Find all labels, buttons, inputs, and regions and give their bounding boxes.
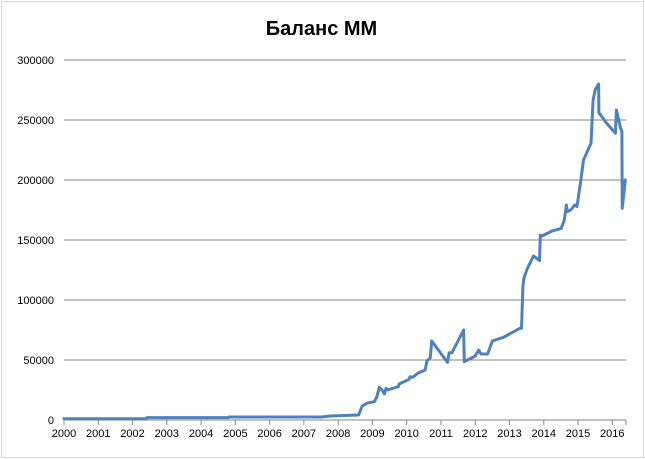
x-tick-label: 2000 bbox=[52, 428, 76, 440]
series-lines bbox=[62, 82, 627, 421]
series-line bbox=[62, 82, 627, 421]
x-axis-ticks: 2000 2001 2002 2003 2004 2005 2006 2007 2008 2009… bbox=[52, 420, 627, 440]
y-tick-label: 0 bbox=[48, 415, 54, 427]
x-tick-label: 2016 bbox=[600, 428, 624, 440]
x-tick-label: 2008 bbox=[326, 428, 350, 440]
x-tick-label: 2015 bbox=[566, 428, 590, 440]
x-tick-label: 2007 bbox=[292, 428, 316, 440]
y-tick-label: 300000 bbox=[17, 55, 54, 67]
x-tick-label: 2010 bbox=[394, 428, 418, 440]
y-tick-label: 200000 bbox=[17, 175, 54, 187]
chart-title: Баланс ММ bbox=[265, 18, 378, 40]
x-tick-label: 2001 bbox=[86, 428, 110, 440]
x-tick-label: 2014 bbox=[532, 428, 556, 440]
y-tick-label: 150000 bbox=[17, 235, 54, 247]
x-tick-label: 2002 bbox=[120, 428, 144, 440]
x-tick-label: 2011 bbox=[429, 428, 453, 440]
x-tick-label: 2003 bbox=[155, 428, 179, 440]
x-tick-label: 2005 bbox=[223, 428, 247, 440]
x-tick-label: 2006 bbox=[257, 428, 281, 440]
x-tick-label: 2009 bbox=[360, 428, 384, 440]
y-tick-label: 250000 bbox=[17, 115, 54, 127]
y-tick-label: 100000 bbox=[17, 295, 54, 307]
gridlines bbox=[64, 59, 626, 421]
y-axis-ticks: 0 50000 100000 150000 200000 250000 300000 bbox=[17, 55, 54, 427]
x-tick-label: 2013 bbox=[497, 428, 521, 440]
x-tick-label: 2012 bbox=[463, 428, 487, 440]
y-tick-label: 50000 bbox=[23, 355, 54, 367]
x-tick-label: 2004 bbox=[189, 428, 213, 440]
